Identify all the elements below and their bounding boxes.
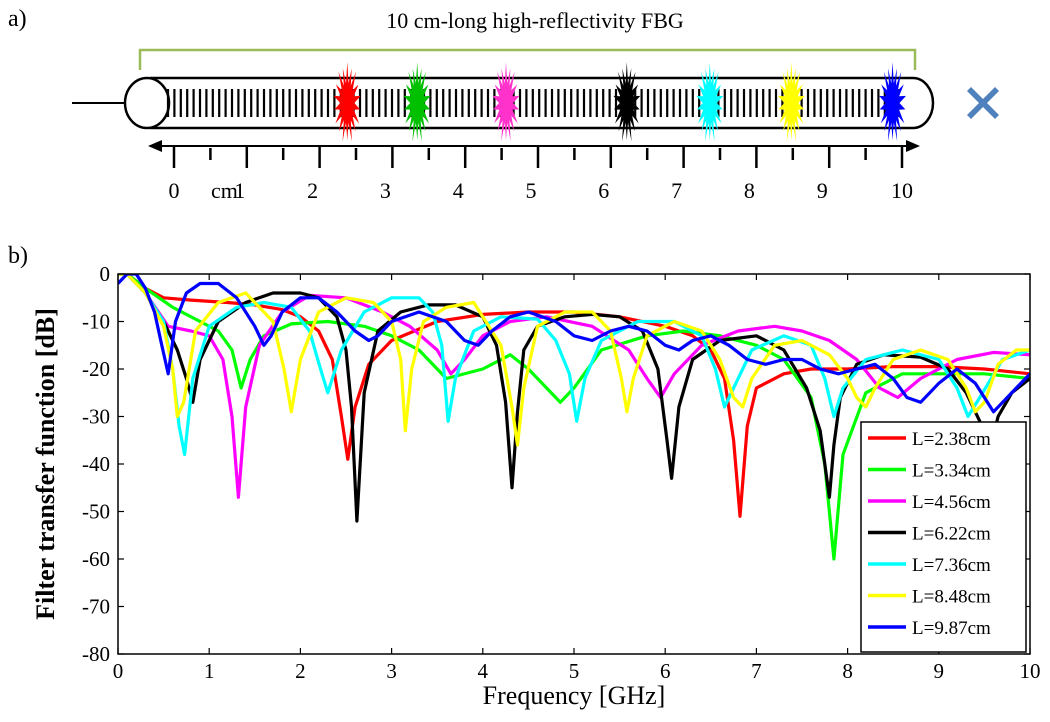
- x-tick-label: 8: [842, 659, 853, 683]
- x-tick-label: 2: [295, 659, 306, 683]
- ruler-label: 8: [744, 178, 755, 203]
- ruler-label: 10: [891, 178, 913, 203]
- x-tick-label: 6: [660, 659, 671, 683]
- y-tick-label: -40: [82, 452, 110, 476]
- ruler-label: cm: [211, 178, 238, 203]
- ruler-label: 4: [453, 178, 464, 203]
- series-line: [118, 274, 1030, 457]
- plot-series: [118, 274, 1030, 561]
- ruler-labels: 0 cm1 2 3 4 5 6 7 8 9 10: [169, 178, 914, 203]
- ruler-label: 5: [526, 178, 537, 203]
- x-tick-label: 9: [934, 659, 945, 683]
- x-tick-label: 1: [204, 659, 215, 683]
- legend: L=2.38cm L=3.34cm L=4.56cm L=6.22cm L=7.36cm…: [860, 421, 1027, 653]
- fiber-end-ellipse: [123, 76, 171, 130]
- fiber-cylinder: [150, 76, 935, 130]
- y-tick-label: -70: [82, 595, 110, 619]
- legend-entry: L=7.36cm: [912, 555, 991, 576]
- panel-a-label: a): [8, 6, 27, 32]
- fiber-diagram: [72, 62, 999, 142]
- perturbation-marker: [613, 62, 641, 142]
- legend-box: [860, 421, 1027, 653]
- ruler-label: 2: [307, 178, 318, 203]
- ruler-arrow-right: [906, 140, 920, 152]
- y-tick-label: -80: [82, 642, 110, 666]
- ruler-ticks: [172, 146, 904, 168]
- fbg-bracket: [138, 48, 917, 70]
- y-axis-ticks: 0 -10 -20 -30 -40 -50 -60 -70 -80: [82, 262, 1030, 666]
- x-axis-label: Frequency [GHz]: [483, 681, 666, 710]
- y-axis-label: Filter transfer function [dB]: [31, 308, 60, 620]
- legend-entry: L=9.87cm: [912, 618, 991, 639]
- panel-b-label: b): [8, 243, 28, 269]
- y-tick-label: -30: [82, 405, 110, 429]
- ruler-label: 6: [598, 178, 609, 203]
- perturbation-marker: [333, 62, 361, 142]
- x-tick-label: 10: [1020, 659, 1041, 683]
- legend-entry: L=8.48cm: [912, 587, 991, 608]
- legend-entry: L=3.34cm: [912, 461, 991, 482]
- ruler-label: 1: [234, 178, 245, 203]
- legend-entry: L=2.38cm: [912, 429, 991, 450]
- perturbation-marker: [879, 62, 906, 142]
- ruler: 0 cm1 2 3 4 5 6 7 8 9 10: [148, 140, 920, 203]
- ruler-label: 7: [671, 178, 682, 203]
- perturbation-marker: [696, 62, 724, 142]
- x-tick-label: 3: [386, 659, 397, 683]
- fbg-title: 10 cm-long high-reflectivity FBG: [386, 8, 684, 33]
- perturbation-marker: [777, 62, 805, 142]
- ruler-arrow-left: [148, 140, 162, 152]
- end-x-icon: [967, 87, 999, 119]
- x-tick-label: 4: [478, 659, 489, 683]
- y-tick-label: 0: [100, 262, 111, 286]
- x-tick-label: 7: [751, 659, 762, 683]
- legend-entry: L=4.56cm: [912, 492, 991, 513]
- y-tick-label: -20: [82, 357, 110, 381]
- perturbation-marker: [403, 62, 431, 142]
- x-tick-label: 5: [569, 659, 580, 683]
- series-line: [118, 274, 1030, 499]
- ruler-label: 0: [169, 178, 180, 203]
- perturbation-markers: [333, 62, 906, 142]
- y-tick-label: -10: [82, 310, 110, 334]
- x-tick-label: 0: [113, 659, 124, 683]
- y-tick-label: -60: [82, 547, 110, 571]
- legend-entry: L=6.22cm: [912, 524, 991, 545]
- perturbation-marker: [492, 62, 520, 142]
- series-line: [118, 274, 1030, 414]
- ruler-label: 9: [817, 178, 828, 203]
- y-tick-label: -50: [82, 500, 110, 524]
- grating-lines: [166, 89, 899, 117]
- ruler-label: 3: [380, 178, 391, 203]
